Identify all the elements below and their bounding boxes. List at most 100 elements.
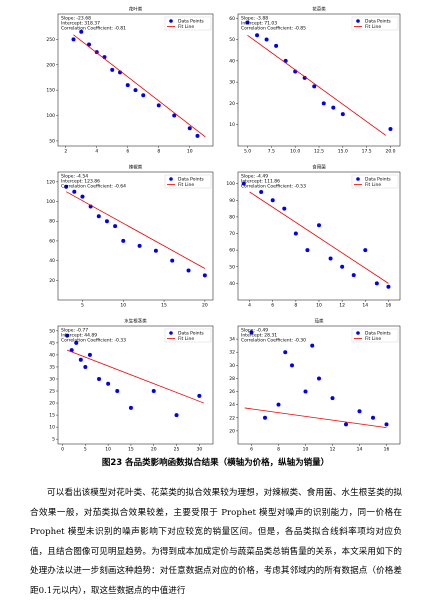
data-point bbox=[317, 223, 321, 228]
fit-line bbox=[249, 191, 389, 284]
data-point bbox=[172, 113, 177, 118]
x-tick-label: 14 bbox=[362, 303, 368, 309]
chart-title: 花叶类 bbox=[129, 6, 143, 13]
legend-label: Fit Line bbox=[365, 182, 381, 188]
data-point bbox=[340, 264, 345, 269]
data-point bbox=[331, 105, 336, 110]
y-tick-label: 40 bbox=[49, 258, 55, 264]
data-point bbox=[276, 402, 281, 407]
data-point bbox=[330, 396, 335, 401]
legend-label: Fit Line bbox=[178, 24, 194, 30]
y-tick-label: 250 bbox=[46, 37, 55, 43]
data-point bbox=[137, 243, 142, 248]
x-tick-label: 6 bbox=[250, 447, 253, 453]
data-point bbox=[317, 376, 321, 381]
y-tick-label: 20 bbox=[229, 101, 235, 107]
x-tick-label: 10 bbox=[303, 447, 309, 453]
y-tick-label: 80 bbox=[49, 219, 55, 225]
y-tick-label: 24 bbox=[229, 402, 235, 408]
x-tick-label: 4 bbox=[248, 303, 251, 309]
annotation: Correlation Coefficient: -0.30 bbox=[241, 338, 306, 344]
annotation: Correlation Coefficient: -0.53 bbox=[241, 184, 306, 190]
data-point bbox=[328, 256, 333, 261]
y-tick-label: 100 bbox=[226, 181, 235, 187]
legend-label: Data Points bbox=[365, 331, 391, 337]
annotation: Slope: -23.68 bbox=[61, 16, 91, 22]
data-point bbox=[125, 83, 130, 88]
annotation: Slope: -3.88 bbox=[241, 16, 268, 22]
chart-title: 茄类 bbox=[315, 318, 324, 325]
data-point bbox=[65, 333, 70, 338]
data-point bbox=[357, 409, 362, 414]
x-tick-label: 8 bbox=[277, 447, 280, 453]
x-tick-label: 0 bbox=[61, 447, 64, 453]
data-point bbox=[133, 88, 138, 93]
data-point bbox=[249, 330, 254, 335]
data-point bbox=[64, 184, 69, 189]
data-point bbox=[96, 214, 101, 219]
y-tick-label: 45 bbox=[49, 340, 55, 346]
legend-label: Fit Line bbox=[178, 336, 194, 342]
y-tick-label: 90 bbox=[229, 198, 235, 204]
annotation: Intercept: 318.37 bbox=[61, 21, 100, 27]
y-tick-label: 60 bbox=[229, 248, 235, 254]
data-point bbox=[351, 273, 356, 278]
annotation: Slope: -0.49 bbox=[241, 328, 268, 334]
data-point bbox=[340, 112, 345, 117]
legend-label: Fit Line bbox=[365, 336, 381, 342]
legend-box bbox=[164, 16, 212, 31]
data-point bbox=[263, 415, 267, 420]
x-tick-label: 10 bbox=[316, 303, 322, 309]
x-tick-label: 12 bbox=[339, 303, 345, 309]
legend-box bbox=[351, 174, 399, 189]
x-tick-label: 7.5 bbox=[268, 149, 275, 155]
data-point bbox=[110, 67, 115, 72]
caption: 图23 各品类影响函数拟合结果（横轴为价格，纵轴为销量） bbox=[101, 458, 330, 468]
x-tick-label: 15 bbox=[128, 447, 134, 453]
x-tick-label: 15 bbox=[161, 303, 167, 309]
x-tick-label: 20 bbox=[202, 303, 208, 309]
data-point bbox=[141, 93, 146, 98]
y-tick-label: 30 bbox=[229, 80, 235, 86]
data-point bbox=[113, 224, 118, 229]
fit-line bbox=[66, 349, 205, 404]
data-point bbox=[305, 248, 310, 253]
y-tick-label: 60 bbox=[229, 16, 235, 22]
legend-label: Data Points bbox=[178, 19, 204, 25]
data-point bbox=[104, 219, 109, 224]
y-tick-label: 20 bbox=[49, 278, 55, 284]
annotation: Correlation Coefficient: -0.64 bbox=[61, 184, 126, 190]
y-tick-label: 10 bbox=[49, 425, 55, 431]
data-point bbox=[97, 376, 102, 381]
x-tick-label: 6 bbox=[271, 303, 274, 309]
data-point bbox=[371, 415, 375, 420]
y-tick-label: 20 bbox=[49, 401, 55, 407]
x-tick-label: 10.0 bbox=[290, 149, 300, 155]
data-point bbox=[121, 238, 126, 243]
y-tick-label: 30 bbox=[49, 376, 55, 382]
fit-line bbox=[65, 191, 206, 269]
legend-label: Data Points bbox=[178, 177, 204, 183]
x-tick-label: 2 bbox=[64, 149, 67, 155]
data-point bbox=[363, 248, 368, 253]
legend-label: Fit Line bbox=[178, 182, 194, 188]
y-tick-label: 20 bbox=[229, 428, 235, 434]
data-point bbox=[303, 389, 308, 394]
annotation: Intercept: 111.86 bbox=[241, 179, 280, 185]
y-tick-label: 50 bbox=[229, 37, 235, 43]
data-point bbox=[195, 133, 200, 138]
x-tick-label: 25 bbox=[174, 447, 180, 453]
data-point bbox=[274, 43, 279, 48]
data-point bbox=[344, 422, 348, 427]
chart-title: 花菜类 bbox=[312, 6, 326, 13]
data-point bbox=[283, 350, 288, 355]
data-point bbox=[74, 340, 79, 345]
fit-line bbox=[244, 407, 387, 429]
y-tick-label: 28 bbox=[229, 376, 235, 382]
annotation: Slope: -4.54 bbox=[61, 174, 88, 180]
legend-box bbox=[164, 328, 212, 343]
y-tick-label: 150 bbox=[46, 88, 55, 94]
legend-marker bbox=[356, 177, 360, 181]
plot-frame bbox=[57, 13, 214, 147]
